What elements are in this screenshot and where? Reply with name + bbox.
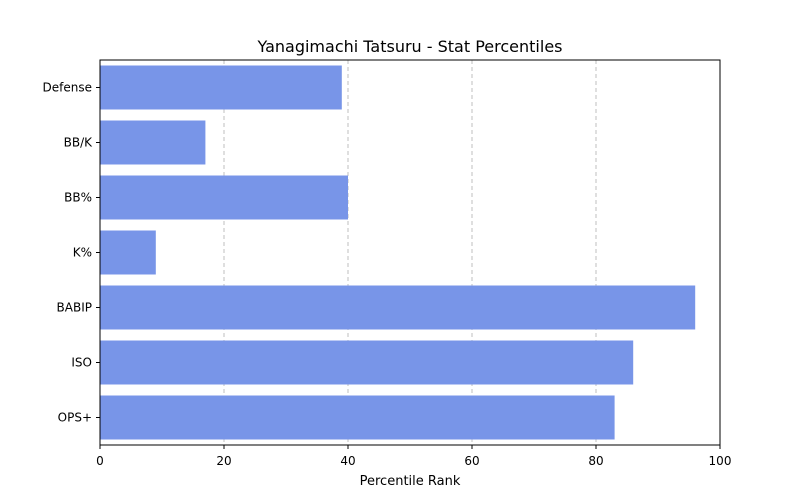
bar bbox=[100, 175, 348, 220]
bar bbox=[100, 65, 342, 110]
bar bbox=[100, 230, 156, 275]
category-label: K% bbox=[73, 246, 92, 260]
x-tick-label: 40 bbox=[340, 454, 355, 468]
category-label: OPS+ bbox=[58, 411, 92, 425]
x-tick-label: 60 bbox=[464, 454, 479, 468]
y-axis-ticks: OPS+ ISO BABIP K% BB% BB/K Defense bbox=[43, 81, 100, 425]
bars bbox=[100, 65, 696, 440]
x-tick-label: 0 bbox=[96, 454, 104, 468]
category-label: BB/K bbox=[64, 136, 94, 150]
x-tick-label: 80 bbox=[588, 454, 603, 468]
gridlines bbox=[223, 60, 597, 445]
category-label: Defense bbox=[43, 81, 92, 95]
bar bbox=[100, 340, 634, 385]
category-label: ISO bbox=[71, 356, 92, 370]
category-label: BB% bbox=[64, 191, 92, 205]
x-axis-label: Percentile Rank bbox=[360, 474, 461, 489]
bar bbox=[100, 395, 615, 440]
category-label: BABIP bbox=[57, 301, 92, 315]
bar bbox=[100, 285, 696, 330]
chart-title: Yanagimachi Tatsuru - Stat Percentiles bbox=[257, 37, 563, 56]
x-axis-ticks: 0 20 40 60 80 100 bbox=[96, 445, 731, 468]
x-tick-label: 20 bbox=[216, 454, 231, 468]
bar bbox=[100, 120, 206, 165]
x-tick-label: 100 bbox=[709, 454, 732, 468]
